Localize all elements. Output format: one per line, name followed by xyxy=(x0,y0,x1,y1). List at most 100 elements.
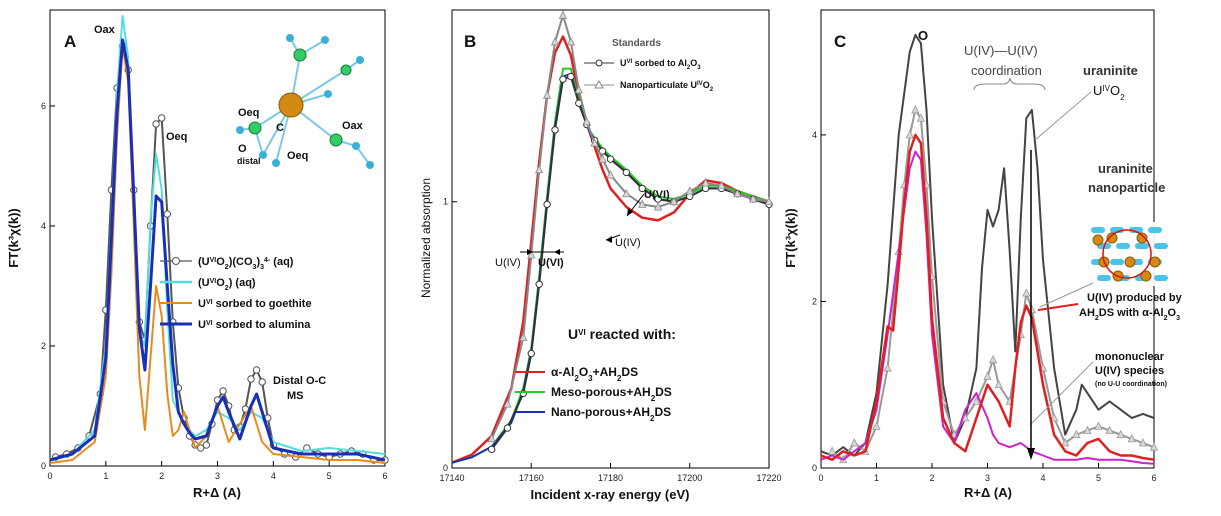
lattice-oxygen-atom xyxy=(1116,243,1130,249)
annotation-uiv-left: U(IV) xyxy=(495,257,521,269)
lattice-oxygen-atom xyxy=(1129,227,1143,233)
panel-c-data-point xyxy=(1116,429,1125,439)
annotation-uu-sub: coordination xyxy=(971,63,1042,78)
annotation-uiv-right: U(IV) xyxy=(615,237,641,249)
annotation-oax: Oax xyxy=(94,24,116,36)
panel-b-x-axis-label: Incident x-ray energy (eV) xyxy=(531,487,690,502)
annotation-oeq: Oeq xyxy=(166,131,187,143)
panel-b-data-point xyxy=(622,188,631,198)
panel-b-data-point xyxy=(685,186,694,195)
panel-a-x-axis-label: R+Δ (A) xyxy=(193,485,241,500)
panel-b-data-point xyxy=(590,138,599,147)
panel-c-data-point xyxy=(911,105,920,114)
annotation-mono-1: mononuclear xyxy=(1095,351,1165,363)
panel-c-data-point xyxy=(872,421,881,430)
panel-c-annotations: O U(IV)—U(IV) coordination uraninite UIV… xyxy=(918,28,1183,460)
panel-a-x-tick-label: 1 xyxy=(103,471,108,481)
panel-b-y-tick-label: 1 xyxy=(443,197,448,207)
legend-label-goethite: UVI sorbed to goethite xyxy=(198,298,312,310)
lattice-uranium-atom xyxy=(1149,256,1161,268)
panel-a-y-tick-label: 6 xyxy=(41,101,46,111)
panel-b-data-point xyxy=(535,280,543,288)
panel-a-x-tick-label: 5 xyxy=(327,471,332,481)
panel-b-data-point xyxy=(582,116,591,126)
panel-b-data-point xyxy=(503,399,512,408)
legend-item-goethite: UVI sorbed to goethite xyxy=(160,298,312,310)
panel-c-data-point xyxy=(1127,433,1136,443)
lattice-atoms xyxy=(1091,227,1168,282)
annotation-uvi-left: U(VI) xyxy=(538,257,564,269)
panel-a-data-point xyxy=(252,366,261,374)
inset-label-distal: distal xyxy=(237,156,261,166)
panel-a-letter: A xyxy=(64,32,76,51)
panel-c-x-tick-label: 5 xyxy=(1096,473,1101,483)
panel-c-y-tick-label: 4 xyxy=(812,130,817,140)
panel-c-x-tick-label: 1 xyxy=(874,473,879,483)
lattice-oxygen-atom xyxy=(1148,227,1162,233)
panel-c-letter: C xyxy=(834,32,846,51)
lattice-uranium-atom xyxy=(1124,256,1136,268)
panel-c-data-point xyxy=(883,363,892,372)
panel-a-data-point xyxy=(219,387,227,395)
panel-c-data-point xyxy=(905,130,914,139)
lattice-oxygen-atom xyxy=(1097,275,1111,281)
panel-b-letter: B xyxy=(464,32,476,51)
panel-a-y-axis-label: FT(k³χ(k)) xyxy=(6,208,21,267)
panel-b-data-point xyxy=(574,84,583,94)
lattice-oxygen-atom xyxy=(1154,243,1168,249)
panel-a-x-tick-label: 3 xyxy=(215,471,220,481)
panel-b-data-point xyxy=(519,332,528,341)
annotation-mono-3: (no U-U coordination) xyxy=(1095,381,1167,388)
panel-c-x-tick-label: 3 xyxy=(985,473,990,483)
panel-c-data-point xyxy=(916,113,926,122)
panel-a-data-point xyxy=(163,210,171,218)
lattice-oxygen-atom xyxy=(1135,243,1149,249)
annotation-uraninite: uraninite xyxy=(1083,63,1138,78)
legend-label-mesoporous: Meso-porous+AH2DS xyxy=(551,385,672,403)
panel-a-ticks: 0 1 2 3 4 5 6 0 2 4 6 xyxy=(41,101,388,481)
annotation-nano-2: nanoparticle xyxy=(1088,180,1165,195)
panel-b-data-point xyxy=(622,168,631,177)
panel-c-data-point xyxy=(1061,438,1070,447)
panel-b-data-point xyxy=(503,424,512,432)
legend-item-uranyl-aq: (UVIO2) (aq) xyxy=(160,277,256,292)
panel-a-data-point xyxy=(258,378,266,386)
panel-b-chart: B Incident x-ray energy (eV) Normalized … xyxy=(419,9,782,502)
panel-b-x-tick-label: 17220 xyxy=(756,473,781,483)
panel-c-data-point xyxy=(850,438,859,447)
panel-c-data-point xyxy=(1138,438,1148,447)
panel-c-chart: C R+Δ (A) FT(k³χ(k)) 0 1 2 3 4 5 6 0 2 4 O U(IV)—… xyxy=(783,9,1183,500)
legend-item-carbonate: (UVIO2)(CO3)34- (aq) xyxy=(160,256,294,271)
panel-a-x-tick-label: 2 xyxy=(159,471,164,481)
panel-c-data-point xyxy=(1083,425,1092,434)
reacted-legend-title: UVI reacted with: xyxy=(568,326,676,342)
panel-a-x-tick-label: 6 xyxy=(382,471,387,481)
annotation-produced-2: AH2DS with α-Al2O3 xyxy=(1079,307,1180,322)
lattice-uranium-atom xyxy=(1092,234,1104,246)
annotation-nano-1: uraninite xyxy=(1098,161,1153,176)
panel-b-data-point xyxy=(550,37,560,46)
panel-a-data-point xyxy=(152,120,160,128)
panel-c-series-line-0 xyxy=(820,34,1155,457)
panel-c-y-axis-label: FT(k³χ(k)) xyxy=(783,208,798,267)
panel-c-x-tick-label: 4 xyxy=(1040,473,1045,483)
panel-a-x-tick-label: 0 xyxy=(47,471,52,481)
panel-b-data-point xyxy=(606,155,615,163)
inset-label-oax: Oax xyxy=(342,120,364,132)
panel-a-data-point xyxy=(202,441,211,449)
lattice-uranium-atom xyxy=(1106,232,1118,244)
annotation-distal-oc: Distal O-C xyxy=(273,375,326,387)
standards-label-sorbed: UVI sorbed to Al2O3 xyxy=(620,58,701,71)
panel-c-data-point xyxy=(972,396,981,405)
annotation-mono-2: U(IV) species xyxy=(1095,365,1164,377)
panel-b-data-point xyxy=(527,349,535,358)
panel-b-data-point xyxy=(606,170,615,179)
panel-c-x-tick-label: 0 xyxy=(818,473,823,483)
uraninite-lattice-inset xyxy=(1090,222,1168,286)
panel-b-ticks: 17140 17160 17180 17200 17220 0 1 xyxy=(439,197,781,483)
panel-b-edge-annotations: U(VI) U(IV) U(IV) U(VI) xyxy=(495,189,670,269)
lattice-uranium-atom xyxy=(1140,270,1152,282)
panel-c-data-point xyxy=(988,354,998,364)
panel-b-data-point xyxy=(653,202,663,211)
inset-label-o: O xyxy=(238,143,247,155)
